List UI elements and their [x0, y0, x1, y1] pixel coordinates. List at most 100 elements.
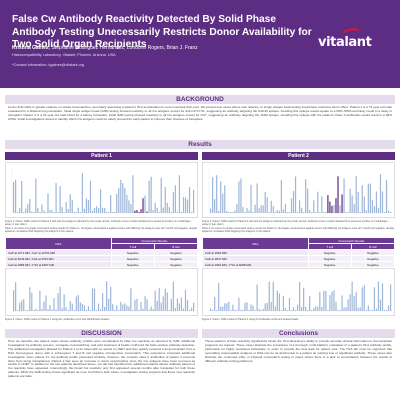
plot-bar — [284, 307, 287, 311]
plot-bar — [95, 206, 98, 213]
plot-bar — [19, 207, 21, 213]
plot-bar — [254, 204, 256, 213]
plot-bar — [35, 178, 37, 213]
plot-bar — [116, 305, 118, 311]
plot-bar — [37, 207, 39, 213]
plot-bar — [250, 304, 252, 311]
plot-bar — [311, 212, 313, 213]
patient1-sab-chart — [5, 162, 198, 218]
plot-bar — [220, 306, 222, 311]
plot-bar — [23, 299, 25, 311]
patient1-lower-plot — [12, 281, 196, 312]
plot-bar — [77, 207, 79, 213]
plot-bar — [337, 310, 339, 311]
plot-bar — [278, 293, 280, 311]
plot-bar — [301, 306, 303, 311]
plot-bar — [264, 191, 266, 213]
plot-bar — [389, 212, 392, 213]
plot-bar — [224, 303, 226, 311]
plot-bar — [118, 309, 120, 311]
plot-bar — [184, 197, 187, 213]
plot-bar — [377, 207, 380, 213]
plot-bar — [132, 310, 134, 311]
plot-bar — [152, 309, 154, 311]
plot-bar — [136, 210, 138, 213]
plot-bar — [172, 281, 174, 311]
plot-bar — [89, 310, 92, 311]
results-heading: Results — [5, 140, 395, 149]
plot-bar — [347, 211, 349, 213]
plot-bar — [321, 306, 323, 311]
lead-author: Kristina Gaines — [12, 45, 49, 51]
plot-bar — [345, 307, 347, 311]
plot-bar — [55, 183, 57, 213]
patient2-sab-chart — [202, 162, 395, 218]
plot-bar — [276, 290, 278, 311]
plot-bar — [329, 294, 331, 311]
plot-bar — [91, 210, 94, 213]
plot-bar — [15, 179, 17, 213]
plot-bar — [67, 208, 69, 213]
plot-bar — [146, 211, 148, 213]
plot-bar — [176, 298, 179, 311]
plot-bar — [47, 193, 49, 213]
plot-bar — [210, 308, 212, 311]
plot-bar — [158, 288, 160, 311]
plot-bar — [363, 285, 365, 311]
poster-affiliation: Histocompatibility Laboratory, Vitalant,… — [12, 53, 116, 57]
plot-bar — [280, 310, 282, 311]
plot-bar — [272, 281, 274, 311]
plot-bar — [75, 212, 77, 213]
plot-bar — [152, 209, 154, 213]
plot-bar — [49, 210, 51, 213]
plot-bar — [31, 211, 33, 213]
plot-bar — [286, 310, 289, 311]
plot-bar — [138, 310, 140, 311]
plot-bar — [122, 304, 124, 311]
plot-bar — [140, 209, 142, 213]
plot-bar — [81, 173, 83, 213]
plot-bar — [91, 288, 94, 311]
plot-bar — [301, 207, 303, 213]
conclusions-text: These patterns of false reactivity signi… — [205, 339, 392, 363]
table1-caption: Table 1: A review of a single crossmatch… — [5, 227, 198, 233]
plot-bar — [128, 200, 130, 213]
plot-bar — [369, 310, 371, 311]
plot-bar — [272, 206, 274, 213]
plot-bar — [373, 206, 376, 213]
figure4-caption: Figure 4: Class I SAB results for Patien… — [202, 318, 299, 321]
plot-bar — [21, 180, 23, 213]
plot-bar — [39, 212, 41, 213]
plot-bar — [349, 188, 351, 213]
col-bcell: B cell — [153, 243, 199, 251]
plot-bar — [307, 188, 309, 213]
plot-bar — [238, 297, 240, 311]
plot-bar — [296, 212, 299, 213]
plot-bar — [290, 198, 293, 213]
patient2-lower-plot — [209, 281, 393, 312]
plot-bar — [341, 295, 343, 311]
plot-bar — [31, 292, 33, 311]
plot-bar — [17, 212, 19, 213]
plot-bar — [268, 281, 270, 311]
logo-wordmark: vitalant — [318, 35, 372, 50]
plot-bar — [108, 212, 110, 213]
plot-bar — [236, 310, 238, 311]
discussion-text: Here we describe two patient cases whose… — [8, 339, 195, 379]
poster-header: False Cw Antibody Reactivity Detected By… — [0, 0, 400, 88]
plot-bar — [75, 296, 77, 311]
plot-bar — [65, 202, 67, 213]
plot-bar — [41, 204, 43, 213]
figure1-caption: Figure 1: Class I SAB results for Patien… — [5, 220, 191, 226]
plot-bar — [216, 175, 218, 213]
patient2-sab-plot — [208, 167, 393, 214]
plot-bar — [292, 191, 295, 213]
plot-bar — [284, 203, 287, 213]
plot-bar — [234, 310, 236, 311]
plot-bar — [379, 174, 382, 213]
plot-bar — [53, 212, 55, 213]
plot-bar — [258, 208, 260, 213]
plot-bar — [172, 192, 174, 213]
plot-bar — [335, 198, 337, 213]
figure2-caption: Figure 2: Class I SAB results for Patien… — [5, 318, 110, 321]
